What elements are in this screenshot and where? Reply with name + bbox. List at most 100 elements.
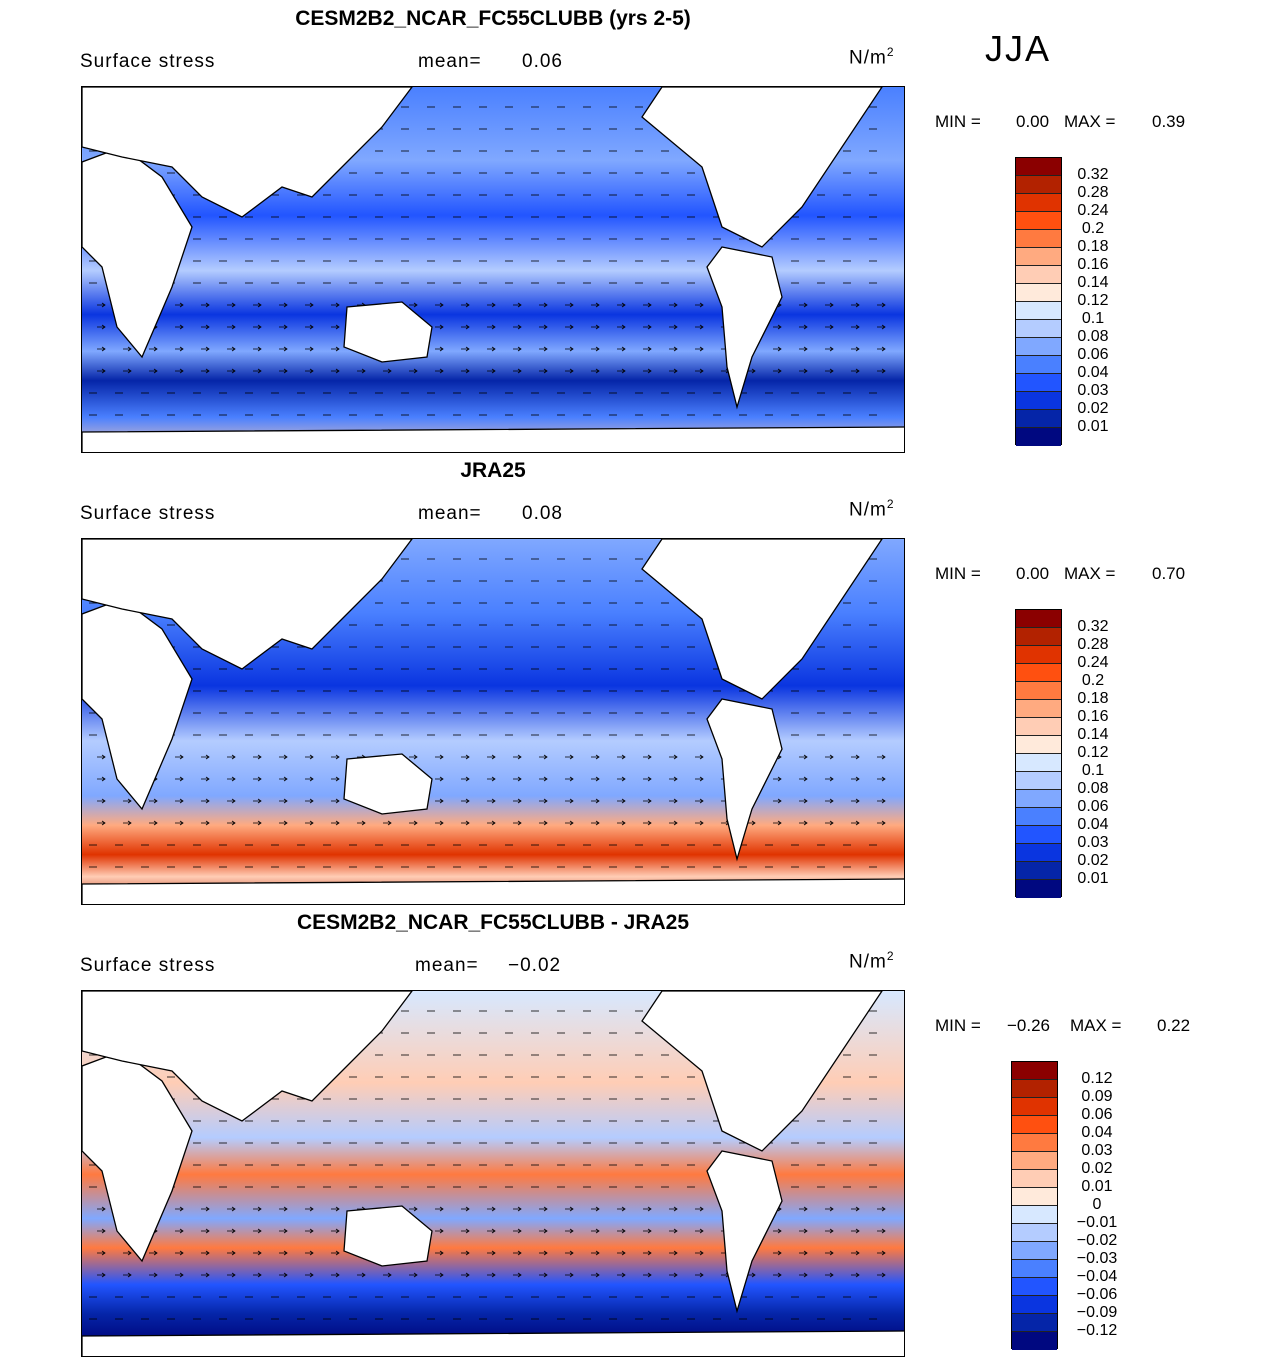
- max-label: MAX =: [1070, 1016, 1122, 1035]
- colorbar-swatch: [1016, 736, 1061, 754]
- contour-map: [81, 538, 905, 905]
- colorbar-tick-label: 0.24: [1077, 654, 1109, 671]
- colorbar: [1015, 609, 1062, 898]
- min-value: −0.26: [1007, 1016, 1051, 1035]
- colorbar-swatch: [1012, 1098, 1057, 1116]
- max-value: 0.22: [1157, 1016, 1191, 1035]
- colorbar-tick-label: 0.2: [1081, 220, 1105, 237]
- colorbar: [1015, 157, 1062, 446]
- colorbar-swatch: [1012, 1134, 1057, 1152]
- colorbar-tick-label: 0.12: [1077, 744, 1109, 761]
- min-value: 0.00: [1016, 564, 1050, 583]
- colorbar-swatch: [1016, 248, 1061, 266]
- colorbar-tick-label: −0.04: [1076, 1268, 1118, 1285]
- min-label: MIN =: [935, 112, 981, 131]
- colorbar-swatch: [1016, 320, 1061, 338]
- colorbar-swatch: [1016, 646, 1061, 664]
- colorbar-swatch: [1016, 718, 1061, 736]
- colorbar-tick-label: 0.32: [1077, 618, 1109, 635]
- colorbar-tick-label: 0.18: [1077, 690, 1109, 707]
- colorbar-tick-label: 0: [1092, 1196, 1102, 1213]
- min-value: 0.00: [1016, 112, 1050, 131]
- land-masses: [82, 87, 904, 452]
- colorbar-tick-label: 0.28: [1077, 636, 1109, 653]
- colorbar-swatch: [1016, 628, 1061, 646]
- colorbar-swatch: [1016, 284, 1061, 302]
- colorbar-swatch: [1016, 826, 1061, 844]
- colorbar-swatch: [1016, 410, 1061, 428]
- colorbar-swatch: [1012, 1062, 1057, 1080]
- colorbar-swatch: [1016, 754, 1061, 772]
- colorbar-swatch: [1016, 772, 1061, 790]
- colorbar-swatch: [1016, 700, 1061, 718]
- colorbar-tick-label: −0.12: [1076, 1322, 1118, 1339]
- colorbar-tick-label: 0.03: [1081, 1142, 1113, 1159]
- colorbar-swatch: [1012, 1224, 1057, 1242]
- colorbar-swatch: [1016, 194, 1061, 212]
- colorbar-swatch: [1012, 1152, 1057, 1170]
- colorbar-tick-label: 0.02: [1077, 852, 1109, 869]
- max-value: 0.39: [1152, 112, 1186, 131]
- colorbar-swatch: [1016, 266, 1061, 284]
- max-value: 0.70: [1152, 564, 1186, 583]
- colorbar-swatch: [1016, 880, 1061, 898]
- min-label: MIN =: [935, 564, 981, 583]
- colorbar-tick-label: 0.06: [1077, 798, 1109, 815]
- colorbar-tick-label: 0.24: [1077, 202, 1109, 219]
- colorbar-swatch: [1012, 1278, 1057, 1296]
- colorbar-tick-label: 0.03: [1077, 834, 1109, 851]
- colorbar-swatch: [1016, 428, 1061, 446]
- colorbar-tick-label: 0.16: [1077, 256, 1109, 273]
- min-label: MIN =: [935, 1016, 981, 1035]
- colorbar-swatch: [1016, 356, 1061, 374]
- mean-value: 0.08: [522, 503, 563, 524]
- units-text: N/m: [849, 951, 887, 973]
- colorbar-tick-label: 0.09: [1081, 1088, 1113, 1105]
- units-exponent: 2: [886, 45, 895, 59]
- colorbar-tick-label: −0.06: [1076, 1286, 1118, 1303]
- colorbar-tick-label: 0.01: [1081, 1178, 1113, 1195]
- panel-title: JRA25: [460, 459, 526, 482]
- map-svg: [82, 87, 904, 452]
- colorbar-swatch: [1012, 1260, 1057, 1278]
- panel-title: CESM2B2_NCAR_FC55CLUBB (yrs 2-5): [295, 7, 691, 30]
- colorbar-swatch: [1016, 302, 1061, 320]
- colorbar-tick-label: 0.04: [1081, 1124, 1113, 1141]
- colorbar-tick-label: 0.02: [1077, 400, 1109, 417]
- colorbar-swatch: [1016, 682, 1061, 700]
- colorbar-swatch: [1016, 230, 1061, 248]
- season-label: JJA: [985, 28, 1052, 69]
- mean-value: 0.06: [522, 51, 563, 72]
- contour-map: [81, 990, 905, 1357]
- colorbar-swatch: [1012, 1206, 1057, 1224]
- colorbar-tick-label: 0.12: [1077, 292, 1109, 309]
- colorbar-tick-label: 0.03: [1077, 382, 1109, 399]
- colorbar-swatch: [1012, 1116, 1057, 1134]
- colorbar: [1011, 1061, 1058, 1350]
- map-svg: [82, 991, 904, 1356]
- mean-label: mean=: [415, 955, 479, 976]
- colorbar-swatch: [1016, 374, 1061, 392]
- colorbar-tick-label: 0.06: [1081, 1106, 1113, 1123]
- units-exponent: 2: [886, 949, 895, 963]
- max-label: MAX =: [1064, 112, 1116, 131]
- map-svg: [82, 539, 904, 904]
- variable-label: Surface stress: [80, 503, 216, 524]
- colorbar-tick-label: 0.06: [1077, 346, 1109, 363]
- colorbar-tick-label: 0.28: [1077, 184, 1109, 201]
- colorbar-tick-label: 0.01: [1077, 870, 1109, 887]
- colorbar-swatch: [1016, 862, 1061, 880]
- units-label: N/m2: [849, 497, 895, 521]
- colorbar-tick-label: 0.04: [1077, 364, 1109, 381]
- units-label: N/m2: [849, 45, 895, 69]
- units-text: N/m: [849, 499, 887, 521]
- colorbar-swatch: [1016, 212, 1061, 230]
- units-exponent: 2: [886, 497, 895, 511]
- colorbar-swatch: [1016, 844, 1061, 862]
- colorbar-swatch: [1016, 664, 1061, 682]
- colorbar-swatch: [1016, 158, 1061, 176]
- colorbar-tick-label: 0.32: [1077, 166, 1109, 183]
- units-label: N/m2: [849, 949, 895, 973]
- colorbar-tick-label: 0.01: [1077, 418, 1109, 435]
